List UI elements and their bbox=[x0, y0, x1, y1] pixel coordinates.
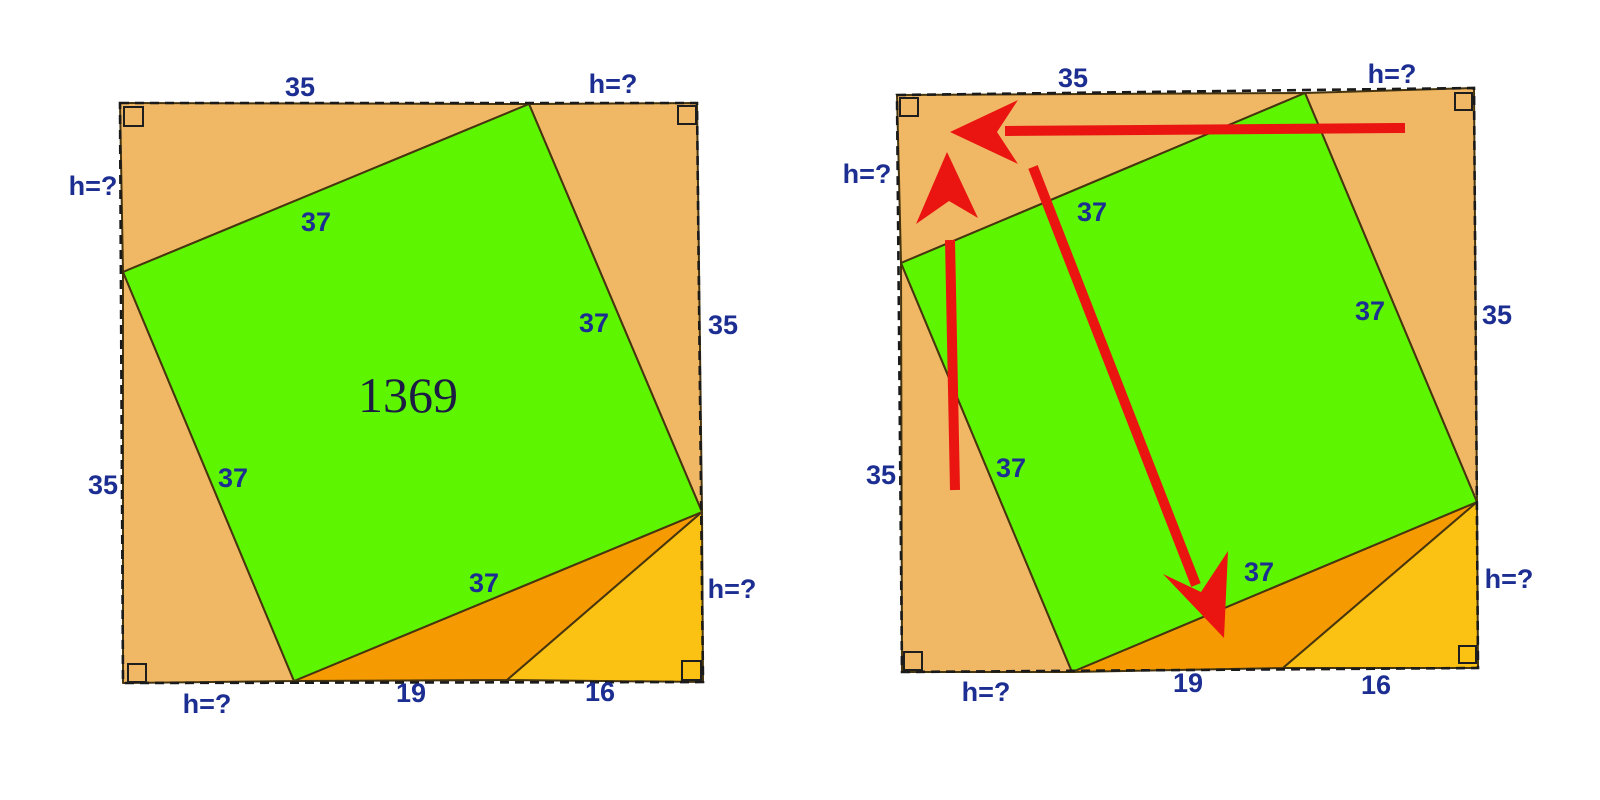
right-label-top-35: 35 bbox=[1058, 63, 1088, 93]
left-label-h-bottom-left: h=? bbox=[183, 689, 232, 719]
left-label-h-bottom-right: h=? bbox=[708, 574, 757, 604]
left-label-edge-right-37: 37 bbox=[579, 308, 609, 338]
left-label-h-top-right: h=? bbox=[589, 69, 638, 99]
arrow-left-horizontal-head bbox=[950, 100, 1018, 164]
arrow-up-vertical bbox=[916, 152, 978, 491]
right-diagram: 35 h=? h=? 35 37 37 37 35 37 h=? h=? 19 … bbox=[843, 59, 1534, 707]
left-label-area-1369: 1369 bbox=[358, 367, 458, 423]
left-label-left-35: 35 bbox=[88, 470, 118, 500]
arrow-up-vertical-head bbox=[916, 152, 978, 224]
left-right-angle-bottom-right bbox=[681, 660, 702, 681]
right-right-angle-bottom-right bbox=[1458, 645, 1477, 664]
left-outer-square bbox=[118, 101, 705, 685]
left-label-seg-16: 16 bbox=[585, 677, 615, 707]
right-right-angle-top-right bbox=[1454, 92, 1473, 111]
left-label-top-35: 35 bbox=[285, 72, 315, 102]
arrow-down-diagonal bbox=[1028, 165, 1228, 638]
right-label-right-35: 35 bbox=[1482, 300, 1512, 330]
right-label-h-top-right: h=? bbox=[1368, 59, 1417, 89]
left-label-edge-left-37: 37 bbox=[218, 463, 248, 493]
left-label-h-left: h=? bbox=[69, 171, 118, 201]
right-label-seg-19: 19 bbox=[1173, 668, 1203, 698]
right-label-edge-right-37: 37 bbox=[1355, 296, 1385, 326]
left-label-edge-top-37: 37 bbox=[301, 207, 331, 237]
right-right-angle-bottom-left bbox=[903, 651, 923, 671]
right-label-seg-16: 16 bbox=[1361, 670, 1391, 700]
right-label-h-bottom-left: h=? bbox=[962, 677, 1011, 707]
left-right-angle-top-left bbox=[123, 106, 144, 127]
right-triangle-gold bbox=[1282, 501, 1479, 669]
left-right-angle-bottom-left bbox=[127, 663, 147, 683]
left-inner-square bbox=[122, 103, 703, 682]
arrow-left-horizontal bbox=[950, 100, 1406, 164]
right-label-left-35: 35 bbox=[866, 460, 896, 490]
left-label-edge-bottom-37: 37 bbox=[469, 568, 499, 598]
right-label-edge-top-37: 37 bbox=[1077, 197, 1107, 227]
right-label-edge-bottom-37: 37 bbox=[1244, 557, 1274, 587]
left-label-seg-19: 19 bbox=[396, 678, 426, 708]
left-right-angle-top-right bbox=[677, 105, 697, 125]
right-label-h-left: h=? bbox=[843, 159, 892, 189]
right-label-edge-left-37: 37 bbox=[996, 453, 1026, 483]
right-right-angle-top-left bbox=[899, 97, 919, 117]
left-diagram: 35 h=? h=? 35 37 37 1369 37 35 37 h=? h=… bbox=[69, 69, 757, 719]
left-label-right-35: 35 bbox=[708, 310, 738, 340]
right-outer-square bbox=[895, 86, 1480, 674]
right-label-h-bottom-right: h=? bbox=[1485, 564, 1534, 594]
arrow-down-diagonal-head bbox=[1163, 551, 1228, 638]
